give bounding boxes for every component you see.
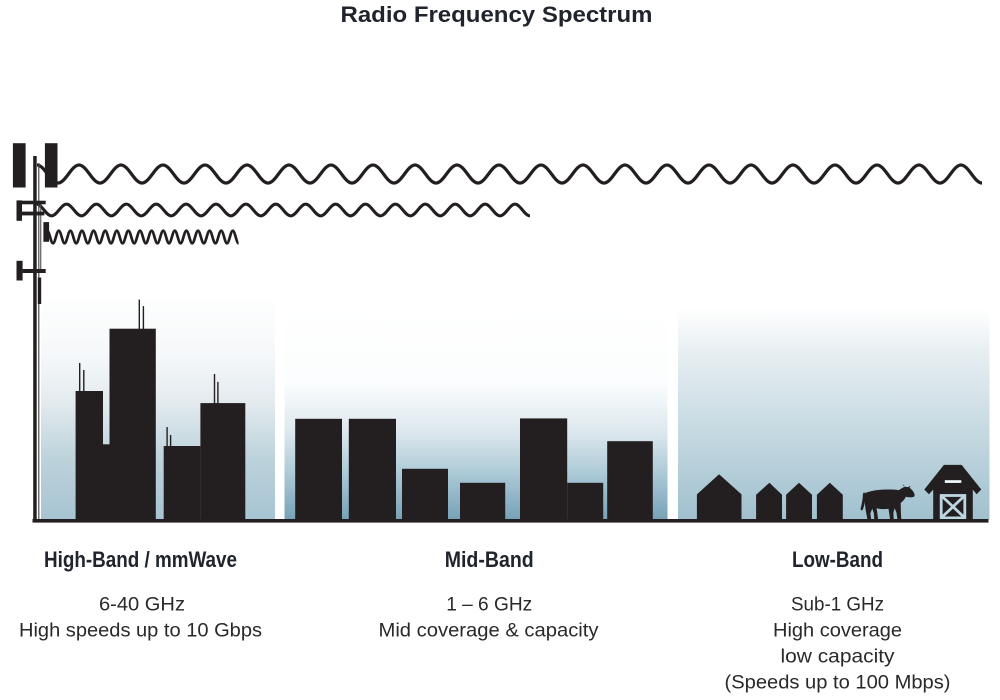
svg-text:Mid-Band: Mid-Band xyxy=(445,547,534,572)
svg-text:Radio Frequency Spectrum: Radio Frequency Spectrum xyxy=(341,2,653,27)
svg-text:High speeds up to 10 Gbps: High speeds up to 10 Gbps xyxy=(19,620,262,642)
svg-text:(Speeds up to 100 Mbps): (Speeds up to 100 Mbps) xyxy=(725,672,951,694)
svg-text:Low-Band: Low-Band xyxy=(792,547,883,572)
svg-text:6-40 GHz: 6-40 GHz xyxy=(99,594,185,616)
svg-text:low capacity: low capacity xyxy=(781,646,895,668)
svg-text:Mid coverage & capacity: Mid coverage & capacity xyxy=(379,620,599,642)
svg-text:Sub-1 GHz: Sub-1 GHz xyxy=(791,594,884,616)
svg-text:1 – 6 GHz: 1 – 6 GHz xyxy=(446,594,532,616)
svg-text:High coverage: High coverage xyxy=(773,620,902,642)
svg-text:High-Band / mmWave: High-Band / mmWave xyxy=(44,547,237,572)
